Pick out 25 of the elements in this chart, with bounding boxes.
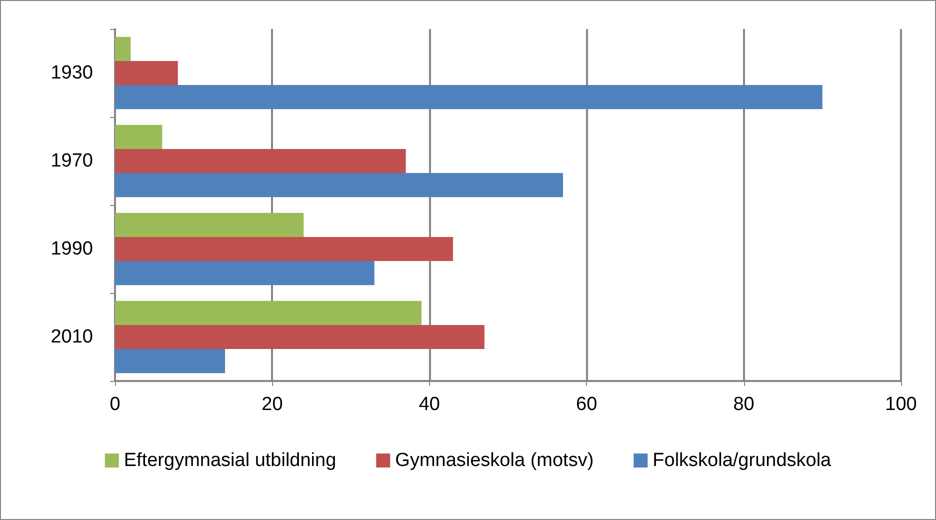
legend-label: Folkskola/grundskola (652, 450, 832, 471)
bar (115, 148, 406, 174)
y-tick-label: 1930 (50, 62, 93, 84)
x-tick-label: 80 (733, 394, 754, 415)
y-tick-label: 1970 (50, 150, 93, 172)
bar (115, 60, 178, 86)
y-tick-label: 2010 (50, 326, 93, 348)
bar (115, 173, 564, 198)
bar (115, 300, 422, 325)
x-tick-label: 20 (262, 394, 283, 415)
bar (115, 349, 226, 374)
bar (115, 124, 162, 149)
x-tick-label: 60 (576, 394, 598, 415)
legend-label: Eftergymnasial utbildning (124, 450, 336, 471)
bar (115, 212, 304, 237)
bar (115, 324, 484, 350)
x-tick-label: 100 (885, 394, 917, 415)
x-tick-label: 40 (418, 394, 440, 415)
legend-label: Gymnasieskola (motsv) (395, 450, 594, 471)
bar (115, 236, 453, 262)
bar (115, 261, 374, 286)
bar (115, 36, 131, 61)
bar (115, 85, 822, 110)
x-tick-label: 0 (110, 394, 120, 415)
y-tick-label: 1990 (50, 238, 93, 260)
